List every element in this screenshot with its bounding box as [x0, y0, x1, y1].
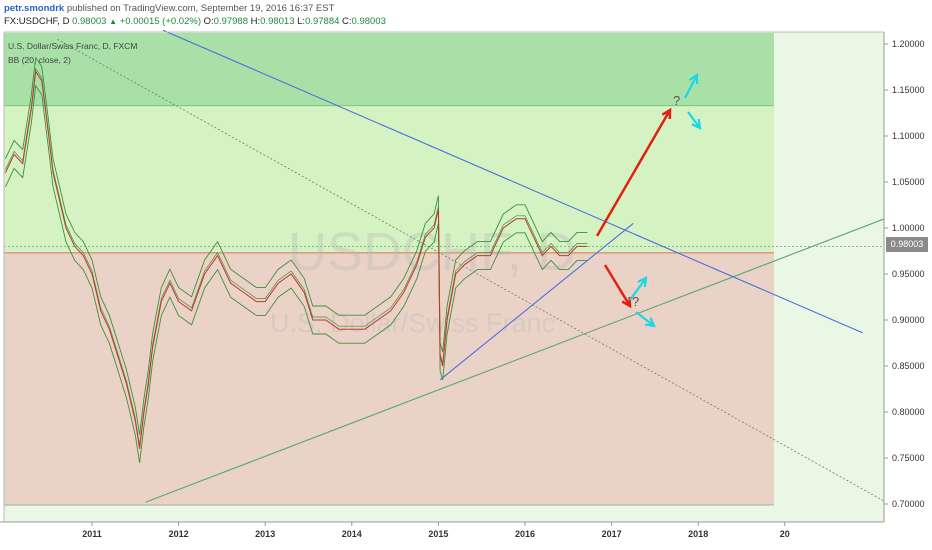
indicator-legend[interactable]: BB (20, close, 2) — [8, 55, 71, 65]
arrow-cyan-down-2-shaft — [635, 311, 655, 327]
bb-basis[interactable] — [5, 67, 588, 446]
open-value: 0.97988 — [213, 16, 248, 27]
x-tick-label: 2014 — [342, 529, 362, 539]
arrow-cyan-down-2[interactable] — [635, 311, 656, 328]
bb-upper-band[interactable] — [4, 56, 588, 435]
published-text: published on TradingView.com, September … — [64, 3, 335, 14]
watermark-symbol: USDCHF, D — [288, 222, 576, 282]
y-tick-label: 1.05000 — [892, 177, 925, 187]
x-tick-label: 2011 — [82, 529, 102, 539]
chart-header: petr.smondrk published on TradingView.co… — [4, 2, 924, 32]
watermark: USDCHF, D U.S. Dollar/Swiss Franc — [270, 222, 576, 338]
publish-info: petr.smondrk published on TradingView.co… — [4, 2, 924, 15]
arrow-cyan-down-1[interactable] — [687, 111, 702, 130]
y-tick-label: 0.85000 — [892, 361, 925, 371]
x-tick-label: 2016 — [515, 529, 535, 539]
plot-area — [4, 56, 588, 463]
y-tick-label: 0.75000 — [892, 453, 925, 463]
instrument-legend: U.S. Dollar/Swiss Franc, D, FXCM — [8, 41, 138, 51]
y-tick-label: 0.95000 — [892, 269, 925, 279]
open-label: O: — [203, 16, 214, 27]
arrow-cyan-down-1-head — [691, 118, 702, 130]
trendline-falling-upper[interactable] — [162, 29, 863, 334]
x-tick-label: 2013 — [255, 529, 275, 539]
arrow-cyan-up-1[interactable] — [684, 72, 699, 99]
arrow-up-red-shaft — [595, 109, 672, 237]
middle-zone — [4, 105, 774, 253]
arrow-down-red[interactable] — [603, 264, 632, 309]
x-axis: 2011 2012 2013 2014 2015 2016 2017 2018 20 — [0, 31, 932, 550]
annotation-question-up: ? — [673, 93, 680, 108]
current-price-tag: 0.98003 — [886, 237, 928, 252]
lower-zone — [4, 252, 774, 505]
x-tick-label: 2018 — [688, 529, 708, 539]
arrow-up-red[interactable] — [595, 107, 672, 237]
arrow-cyan-up-2[interactable] — [629, 276, 648, 301]
price-change: +0.00015 (+0.02%) — [119, 16, 201, 27]
y-axis: 1.20000 1.15000 1.10000 1.05000 1.00000 0.950… — [883, 32, 932, 522]
arrow-cyan-up-2-shaft — [629, 277, 647, 301]
trendline-rising-short[interactable] — [439, 222, 634, 381]
ohlc-line: FX:USDCHF, D 0.98003 ▲ +0.00015 (+0.02%)… — [4, 15, 924, 29]
upper-zone — [4, 33, 774, 106]
arrow-cyan-up-2-head — [637, 276, 648, 288]
x-tick-label: 2015 — [428, 529, 448, 539]
x-tick-label: 20 — [780, 529, 790, 539]
y-tick-label: 0.90000 — [892, 315, 925, 325]
last-price: 0.98003 — [72, 16, 107, 27]
price-zones — [4, 32, 884, 522]
close-value: 0.98003 — [351, 16, 386, 27]
author-link[interactable]: petr.smondrk — [4, 3, 65, 14]
watermark-name: U.S. Dollar/Swiss Franc — [270, 308, 555, 338]
y-tick-label: 1.20000 — [892, 39, 925, 49]
y-axis-background — [884, 32, 932, 522]
trendline-dotted-diagonal[interactable] — [57, 39, 885, 502]
high-value: 0.98013 — [260, 16, 295, 27]
y-tick-label: 0.70000 — [892, 499, 925, 509]
arrow-cyan-down-1-shaft — [687, 111, 701, 129]
arrow-down-red-head — [621, 296, 632, 309]
trendline-rising-long[interactable] — [145, 218, 885, 503]
y-tick-label: 1.15000 — [892, 85, 925, 95]
high-label: H: — [250, 16, 261, 27]
arrow-cyan-down-2-head — [644, 317, 656, 328]
x-axis-background — [0, 522, 932, 550]
bb-lower-band[interactable] — [4, 84, 588, 463]
arrow-cyan-up-1-shaft — [684, 74, 698, 99]
arrow-up-red-head — [661, 107, 672, 120]
x-tick-label: 2012 — [169, 529, 189, 539]
price-line[interactable] — [4, 70, 588, 449]
x-tick-label: 2017 — [602, 529, 622, 539]
close-label: C: — [342, 16, 352, 27]
drawings: ?? — [57, 29, 885, 503]
annotation-question-down: ? — [632, 294, 639, 309]
symbol-label: FX:USDCHF, D — [4, 16, 70, 27]
y-tick-label: 1.00000 — [892, 223, 925, 233]
low-value: 0.97884 — [305, 16, 340, 27]
y-tick-label: 1.10000 — [892, 131, 925, 141]
arrow-cyan-up-1-head — [688, 72, 699, 85]
arrow-down-red-shaft — [603, 264, 632, 307]
low-label: L: — [297, 16, 306, 27]
up-arrow-icon: ▲ — [109, 17, 117, 26]
y-tick-label: 0.80000 — [892, 407, 925, 417]
